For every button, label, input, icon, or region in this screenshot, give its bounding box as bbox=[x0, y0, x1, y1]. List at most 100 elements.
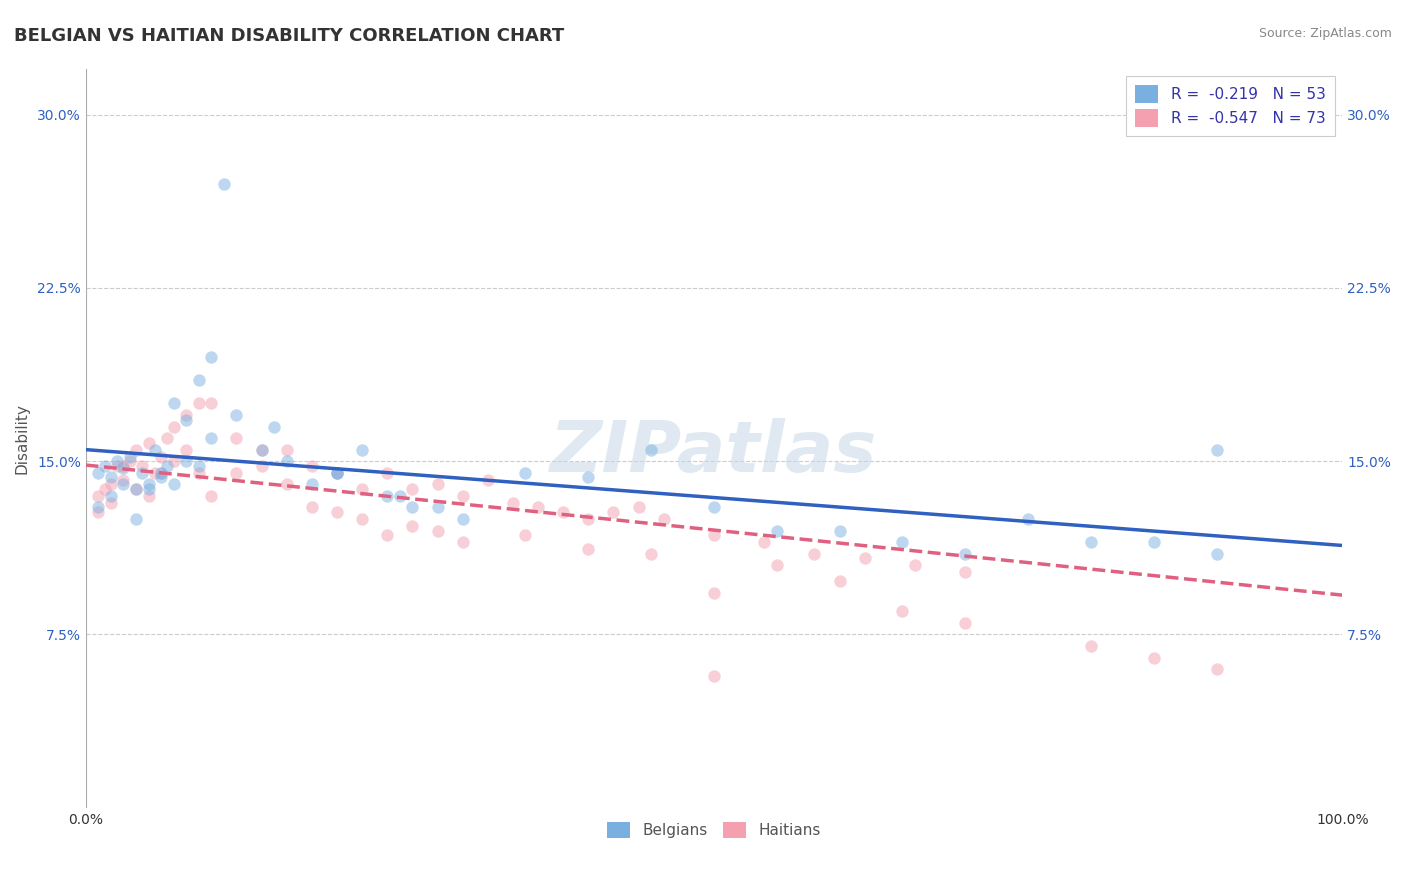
Point bbox=[276, 454, 298, 468]
Point bbox=[112, 473, 135, 487]
Point bbox=[375, 466, 398, 480]
Point bbox=[276, 442, 298, 457]
Point bbox=[401, 482, 423, 496]
Point bbox=[1205, 442, 1227, 457]
Text: ZIPatlas: ZIPatlas bbox=[550, 418, 877, 487]
Point bbox=[828, 524, 851, 538]
Point bbox=[187, 458, 209, 473]
Point bbox=[301, 477, 323, 491]
Point bbox=[527, 500, 550, 515]
Point bbox=[131, 458, 153, 473]
Point bbox=[904, 558, 927, 573]
Point bbox=[1017, 512, 1039, 526]
Point bbox=[426, 477, 449, 491]
Point bbox=[640, 547, 662, 561]
Point bbox=[100, 477, 122, 491]
Point bbox=[576, 512, 599, 526]
Point bbox=[352, 512, 374, 526]
Point bbox=[143, 442, 166, 457]
Point bbox=[326, 466, 349, 480]
Point bbox=[276, 477, 298, 491]
Point bbox=[93, 458, 115, 473]
Point bbox=[703, 528, 725, 542]
Point bbox=[150, 466, 173, 480]
Point bbox=[174, 442, 197, 457]
Point bbox=[703, 669, 725, 683]
Point bbox=[301, 458, 323, 473]
Point bbox=[105, 458, 128, 473]
Point bbox=[200, 351, 222, 365]
Point bbox=[125, 442, 148, 457]
Point bbox=[100, 496, 122, 510]
Point bbox=[451, 512, 474, 526]
Point bbox=[250, 442, 273, 457]
Point bbox=[250, 458, 273, 473]
Point bbox=[118, 450, 141, 464]
Point bbox=[225, 466, 247, 480]
Point bbox=[640, 442, 662, 457]
Point bbox=[174, 412, 197, 426]
Point bbox=[426, 500, 449, 515]
Point bbox=[352, 442, 374, 457]
Point bbox=[426, 524, 449, 538]
Point bbox=[803, 547, 825, 561]
Point bbox=[515, 466, 537, 480]
Point bbox=[754, 535, 776, 549]
Y-axis label: Disability: Disability bbox=[15, 402, 30, 474]
Point bbox=[87, 489, 110, 503]
Point bbox=[187, 396, 209, 410]
Point bbox=[112, 461, 135, 475]
Point bbox=[100, 470, 122, 484]
Point bbox=[112, 458, 135, 473]
Point bbox=[93, 482, 115, 496]
Point bbox=[703, 586, 725, 600]
Point bbox=[156, 458, 179, 473]
Point bbox=[112, 477, 135, 491]
Point bbox=[515, 528, 537, 542]
Point bbox=[765, 558, 787, 573]
Point bbox=[401, 519, 423, 533]
Point bbox=[125, 512, 148, 526]
Point bbox=[187, 466, 209, 480]
Point bbox=[477, 473, 499, 487]
Point bbox=[1205, 662, 1227, 676]
Point bbox=[326, 466, 349, 480]
Point bbox=[1268, 85, 1291, 99]
Point bbox=[200, 489, 222, 503]
Point bbox=[352, 482, 374, 496]
Point bbox=[212, 177, 235, 191]
Text: BELGIAN VS HAITIAN DISABILITY CORRELATION CHART: BELGIAN VS HAITIAN DISABILITY CORRELATIO… bbox=[14, 27, 564, 45]
Point bbox=[375, 489, 398, 503]
Point bbox=[174, 454, 197, 468]
Point bbox=[138, 489, 160, 503]
Point bbox=[225, 431, 247, 445]
Point bbox=[200, 396, 222, 410]
Point bbox=[388, 489, 411, 503]
Point bbox=[174, 408, 197, 422]
Point bbox=[1080, 639, 1102, 653]
Point bbox=[401, 500, 423, 515]
Point bbox=[891, 535, 914, 549]
Point bbox=[955, 547, 977, 561]
Point bbox=[765, 524, 787, 538]
Point bbox=[1080, 535, 1102, 549]
Point bbox=[105, 454, 128, 468]
Point bbox=[326, 505, 349, 519]
Point bbox=[138, 435, 160, 450]
Point bbox=[263, 419, 285, 434]
Point bbox=[87, 466, 110, 480]
Point bbox=[326, 466, 349, 480]
Point bbox=[602, 505, 624, 519]
Point bbox=[163, 454, 186, 468]
Point bbox=[1143, 650, 1166, 665]
Point bbox=[891, 604, 914, 618]
Point bbox=[553, 505, 575, 519]
Point bbox=[87, 505, 110, 519]
Point bbox=[118, 454, 141, 468]
Point bbox=[163, 396, 186, 410]
Point bbox=[576, 541, 599, 556]
Point bbox=[576, 470, 599, 484]
Point bbox=[955, 565, 977, 579]
Point bbox=[150, 466, 173, 480]
Point bbox=[250, 442, 273, 457]
